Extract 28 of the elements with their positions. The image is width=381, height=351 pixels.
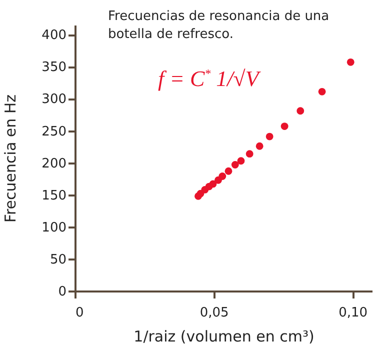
point xyxy=(280,122,288,130)
y-axis-title: Frecuencia en Hz xyxy=(2,94,20,223)
chart-title: Frecuencias de resonancia de una botella de refresco. xyxy=(108,9,330,42)
point xyxy=(318,88,326,96)
y-tick-label: 300 xyxy=(42,92,66,108)
x-tick-label: 0,05 xyxy=(200,306,229,320)
y-tick-label: 100 xyxy=(42,220,66,236)
point xyxy=(224,167,232,175)
x-axis-title: 1/raiz (volumen en cm³) xyxy=(134,328,314,346)
point xyxy=(246,150,254,158)
point xyxy=(296,107,304,115)
annotation: f = C$^{*}$ 1/√V xyxy=(158,66,259,92)
y-tick-label: 400 xyxy=(42,28,66,44)
point xyxy=(214,176,222,184)
y-tick-label: 150 xyxy=(42,188,66,204)
point xyxy=(237,157,245,165)
point xyxy=(266,132,274,140)
y-tick-label: 350 xyxy=(42,60,66,76)
point xyxy=(346,58,354,66)
point xyxy=(256,142,264,150)
y-tick-label: 200 xyxy=(42,156,66,172)
y-tick-label: 50 xyxy=(50,252,66,268)
y-tick-label: 0 xyxy=(58,284,66,300)
point xyxy=(194,192,202,200)
y-tick-label: 250 xyxy=(42,124,66,140)
x-tick-label: 0 xyxy=(76,306,84,320)
point xyxy=(231,161,239,168)
x-tick-label: 0,10 xyxy=(338,306,368,320)
